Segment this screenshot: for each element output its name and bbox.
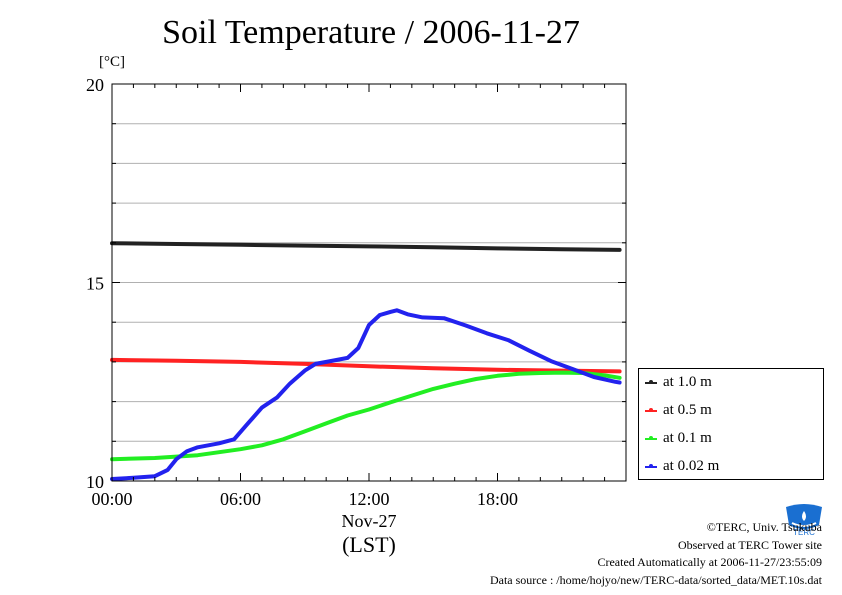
created-text: Created Automatically at 2006-11-27/23:5… (597, 555, 822, 569)
x-axis-sublabel: (LST) (342, 532, 396, 557)
series-line-at-0-1-m (110, 370, 622, 462)
terc-logo: TERC (783, 503, 825, 537)
legend: at 1.0 m at 0.5 m at 0.1 m at 0.02 m (638, 368, 824, 480)
legend-label: at 0.5 m (663, 402, 712, 418)
y-tick-label: 10 (86, 472, 104, 492)
observed-text: Observed at TERC Tower site (677, 537, 822, 552)
legend-swatch (645, 379, 657, 384)
legend-item: at 0.5 m (645, 402, 712, 419)
credits: ©TERC, Univ. Tsukuba Observed at TERC To… (490, 519, 822, 589)
y-axis-unit: [°C] (99, 54, 125, 70)
x-tick-label: 00:00 (91, 489, 132, 509)
axis-ticks (111, 83, 627, 482)
x-tick-label: 12:00 (348, 489, 389, 509)
axis-labels: 00:00 06:00 12:00 18:00 10 15 20 Nov-27(LST) (86, 75, 518, 557)
legend-item: at 1.0 m (645, 374, 712, 391)
legend-label: at 1.0 m (663, 374, 712, 390)
source-text: Data source : /home/hojyo/new/TERC-data/… (489, 572, 822, 587)
series-line-at-0-5-m (110, 357, 622, 374)
logo-text: TERC (793, 528, 815, 537)
copyright-text: ©TERC, Univ. Tsukuba (706, 520, 822, 534)
y-tick-label: 20 (86, 75, 104, 95)
legend-item: at 0.1 m (645, 430, 712, 447)
y-tick-label: 15 (86, 274, 104, 294)
x-axis-label: Nov-27 (342, 511, 397, 531)
legend-label: at 0.1 m (663, 430, 712, 446)
legend-label: at 0.02 m (663, 458, 720, 474)
series-line-at-1-0-m (110, 241, 622, 252)
legend-swatch (645, 435, 657, 440)
legend-item: at 0.02 m (645, 458, 719, 475)
chart-title: Soil Temperature / 2006-11-27 (162, 14, 580, 51)
legend-swatch (645, 463, 657, 468)
x-tick-label: 18:00 (477, 489, 518, 509)
series-lines (110, 241, 622, 481)
x-tick-label: 06:00 (220, 489, 261, 509)
series-line-at-0-02-m (110, 308, 622, 481)
grid (112, 123, 626, 442)
legend-swatch (645, 407, 657, 412)
